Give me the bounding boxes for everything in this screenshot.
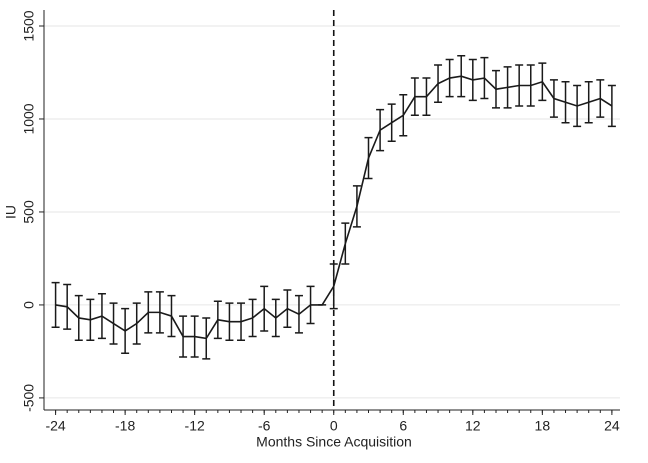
x-tick-label: -18: [115, 418, 135, 434]
data-line: [55, 75, 613, 340]
y-tick-label: 1000: [21, 103, 37, 134]
x-tick-label: -12: [185, 418, 205, 434]
x-tick-label: 12: [465, 418, 481, 434]
y-tick-label: 0: [21, 301, 37, 309]
x-tick-label: 24: [604, 418, 620, 434]
y-tick-label: 500: [21, 200, 37, 224]
x-tick-label: 18: [535, 418, 551, 434]
y-tick-label: -500: [21, 384, 37, 412]
x-tick-label: 6: [399, 418, 407, 434]
error-bar: [51, 281, 60, 328]
x-tick-label: -24: [45, 418, 65, 434]
x-tick-label: 0: [330, 418, 338, 434]
x-axis-title: Months Since Acquisition: [256, 434, 412, 450]
y-axis-title: IU: [3, 205, 19, 219]
y-tick-label: 1500: [21, 10, 37, 41]
x-tick-label: -6: [258, 418, 271, 434]
